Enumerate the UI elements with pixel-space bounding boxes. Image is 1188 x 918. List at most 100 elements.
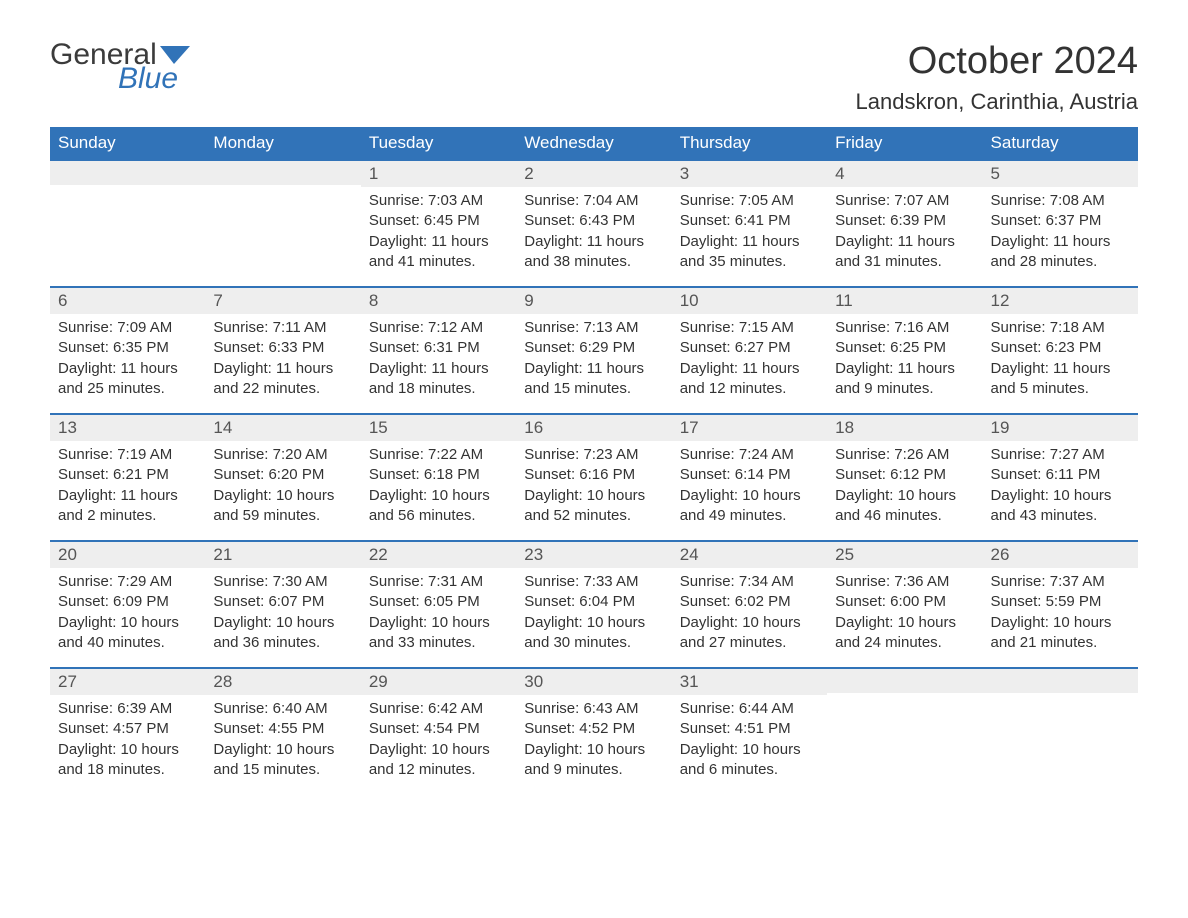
- header: General Blue October 2024 Landskron, Car…: [50, 40, 1138, 115]
- day-cell: 2Sunrise: 7:04 AMSunset: 6:43 PMDaylight…: [516, 161, 671, 286]
- day-cell: [983, 669, 1138, 794]
- day-number: 13: [50, 415, 205, 441]
- sunset-line: Sunset: 5:59 PM: [991, 592, 1130, 612]
- brand-logo: General Blue: [50, 40, 190, 94]
- day-cell: 21Sunrise: 7:30 AMSunset: 6:07 PMDayligh…: [205, 542, 360, 667]
- day-number: 23: [516, 542, 671, 568]
- day-body: Sunrise: 7:37 AMSunset: 5:59 PMDaylight:…: [983, 568, 1138, 653]
- daylight-line: Daylight: 11 hours and 38 minutes.: [524, 232, 663, 273]
- day-cell: 14Sunrise: 7:20 AMSunset: 6:20 PMDayligh…: [205, 415, 360, 540]
- daylight-line: Daylight: 10 hours and 36 minutes.: [213, 613, 352, 654]
- day-number: 29: [361, 669, 516, 695]
- sunrise-line: Sunrise: 7:03 AM: [369, 191, 508, 211]
- sunset-line: Sunset: 6:27 PM: [680, 338, 819, 358]
- day-cell: 17Sunrise: 7:24 AMSunset: 6:14 PMDayligh…: [672, 415, 827, 540]
- week-row: 1Sunrise: 7:03 AMSunset: 6:45 PMDaylight…: [50, 159, 1138, 286]
- day-number: 1: [361, 161, 516, 187]
- day-number: 22: [361, 542, 516, 568]
- sunrise-line: Sunrise: 6:42 AM: [369, 699, 508, 719]
- day-number: 17: [672, 415, 827, 441]
- daylight-line: Daylight: 10 hours and 49 minutes.: [680, 486, 819, 527]
- day-body: Sunrise: 7:03 AMSunset: 6:45 PMDaylight:…: [361, 187, 516, 272]
- day-cell: 22Sunrise: 7:31 AMSunset: 6:05 PMDayligh…: [361, 542, 516, 667]
- sunrise-line: Sunrise: 7:34 AM: [680, 572, 819, 592]
- sunset-line: Sunset: 6:18 PM: [369, 465, 508, 485]
- weekday-header: Saturday: [983, 127, 1138, 159]
- calendar: SundayMondayTuesdayWednesdayThursdayFrid…: [50, 127, 1138, 794]
- day-cell: 27Sunrise: 6:39 AMSunset: 4:57 PMDayligh…: [50, 669, 205, 794]
- daylight-line: Daylight: 11 hours and 31 minutes.: [835, 232, 974, 273]
- day-cell: 8Sunrise: 7:12 AMSunset: 6:31 PMDaylight…: [361, 288, 516, 413]
- sunrise-line: Sunrise: 7:27 AM: [991, 445, 1130, 465]
- sunrise-line: Sunrise: 7:29 AM: [58, 572, 197, 592]
- brand-word-blue: Blue: [118, 64, 190, 94]
- sunset-line: Sunset: 6:04 PM: [524, 592, 663, 612]
- day-number: 3: [672, 161, 827, 187]
- sunrise-line: Sunrise: 7:36 AM: [835, 572, 974, 592]
- sunrise-line: Sunrise: 6:40 AM: [213, 699, 352, 719]
- day-number: 4: [827, 161, 982, 187]
- sunset-line: Sunset: 4:51 PM: [680, 719, 819, 739]
- daylight-line: Daylight: 10 hours and 40 minutes.: [58, 613, 197, 654]
- daylight-line: Daylight: 11 hours and 12 minutes.: [680, 359, 819, 400]
- sunrise-line: Sunrise: 7:04 AM: [524, 191, 663, 211]
- day-number: 19: [983, 415, 1138, 441]
- day-body: Sunrise: 7:18 AMSunset: 6:23 PMDaylight:…: [983, 314, 1138, 399]
- sunset-line: Sunset: 6:23 PM: [991, 338, 1130, 358]
- day-cell: 25Sunrise: 7:36 AMSunset: 6:00 PMDayligh…: [827, 542, 982, 667]
- day-body: Sunrise: 7:19 AMSunset: 6:21 PMDaylight:…: [50, 441, 205, 526]
- sunrise-line: Sunrise: 6:39 AM: [58, 699, 197, 719]
- day-body: Sunrise: 7:15 AMSunset: 6:27 PMDaylight:…: [672, 314, 827, 399]
- day-number: 10: [672, 288, 827, 314]
- sunset-line: Sunset: 6:12 PM: [835, 465, 974, 485]
- day-cell: 13Sunrise: 7:19 AMSunset: 6:21 PMDayligh…: [50, 415, 205, 540]
- daylight-line: Daylight: 11 hours and 18 minutes.: [369, 359, 508, 400]
- day-number: 28: [205, 669, 360, 695]
- day-body: Sunrise: 7:07 AMSunset: 6:39 PMDaylight:…: [827, 187, 982, 272]
- day-body: Sunrise: 7:16 AMSunset: 6:25 PMDaylight:…: [827, 314, 982, 399]
- sunset-line: Sunset: 6:33 PM: [213, 338, 352, 358]
- day-number: 2: [516, 161, 671, 187]
- day-cell: 26Sunrise: 7:37 AMSunset: 5:59 PMDayligh…: [983, 542, 1138, 667]
- week-row: 6Sunrise: 7:09 AMSunset: 6:35 PMDaylight…: [50, 286, 1138, 413]
- sunrise-line: Sunrise: 7:12 AM: [369, 318, 508, 338]
- daylight-line: Daylight: 11 hours and 35 minutes.: [680, 232, 819, 273]
- daylight-line: Daylight: 10 hours and 6 minutes.: [680, 740, 819, 781]
- day-cell: 7Sunrise: 7:11 AMSunset: 6:33 PMDaylight…: [205, 288, 360, 413]
- day-cell: 30Sunrise: 6:43 AMSunset: 4:52 PMDayligh…: [516, 669, 671, 794]
- day-number: 20: [50, 542, 205, 568]
- day-cell: 9Sunrise: 7:13 AMSunset: 6:29 PMDaylight…: [516, 288, 671, 413]
- day-body: Sunrise: 7:26 AMSunset: 6:12 PMDaylight:…: [827, 441, 982, 526]
- day-cell: 3Sunrise: 7:05 AMSunset: 6:41 PMDaylight…: [672, 161, 827, 286]
- daylight-line: Daylight: 10 hours and 9 minutes.: [524, 740, 663, 781]
- day-body: Sunrise: 7:31 AMSunset: 6:05 PMDaylight:…: [361, 568, 516, 653]
- day-cell: 18Sunrise: 7:26 AMSunset: 6:12 PMDayligh…: [827, 415, 982, 540]
- sunrise-line: Sunrise: 7:07 AM: [835, 191, 974, 211]
- sunrise-line: Sunrise: 7:30 AM: [213, 572, 352, 592]
- daylight-line: Daylight: 11 hours and 15 minutes.: [524, 359, 663, 400]
- daylight-line: Daylight: 10 hours and 59 minutes.: [213, 486, 352, 527]
- day-cell: 4Sunrise: 7:07 AMSunset: 6:39 PMDaylight…: [827, 161, 982, 286]
- sunset-line: Sunset: 6:09 PM: [58, 592, 197, 612]
- day-body: Sunrise: 6:39 AMSunset: 4:57 PMDaylight:…: [50, 695, 205, 780]
- day-cell: 31Sunrise: 6:44 AMSunset: 4:51 PMDayligh…: [672, 669, 827, 794]
- day-number: 15: [361, 415, 516, 441]
- daylight-line: Daylight: 11 hours and 5 minutes.: [991, 359, 1130, 400]
- day-cell: 11Sunrise: 7:16 AMSunset: 6:25 PMDayligh…: [827, 288, 982, 413]
- day-body: Sunrise: 7:30 AMSunset: 6:07 PMDaylight:…: [205, 568, 360, 653]
- day-body: Sunrise: 7:05 AMSunset: 6:41 PMDaylight:…: [672, 187, 827, 272]
- daylight-line: Daylight: 11 hours and 22 minutes.: [213, 359, 352, 400]
- sunset-line: Sunset: 6:11 PM: [991, 465, 1130, 485]
- day-number: 26: [983, 542, 1138, 568]
- daylight-line: Daylight: 10 hours and 24 minutes.: [835, 613, 974, 654]
- sunset-line: Sunset: 6:25 PM: [835, 338, 974, 358]
- sunrise-line: Sunrise: 7:05 AM: [680, 191, 819, 211]
- sunrise-line: Sunrise: 7:19 AM: [58, 445, 197, 465]
- day-body: Sunrise: 7:08 AMSunset: 6:37 PMDaylight:…: [983, 187, 1138, 272]
- day-body: Sunrise: 7:09 AMSunset: 6:35 PMDaylight:…: [50, 314, 205, 399]
- day-cell: 12Sunrise: 7:18 AMSunset: 6:23 PMDayligh…: [983, 288, 1138, 413]
- week-row: 27Sunrise: 6:39 AMSunset: 4:57 PMDayligh…: [50, 667, 1138, 794]
- day-cell: 5Sunrise: 7:08 AMSunset: 6:37 PMDaylight…: [983, 161, 1138, 286]
- sunset-line: Sunset: 4:55 PM: [213, 719, 352, 739]
- day-body: Sunrise: 7:33 AMSunset: 6:04 PMDaylight:…: [516, 568, 671, 653]
